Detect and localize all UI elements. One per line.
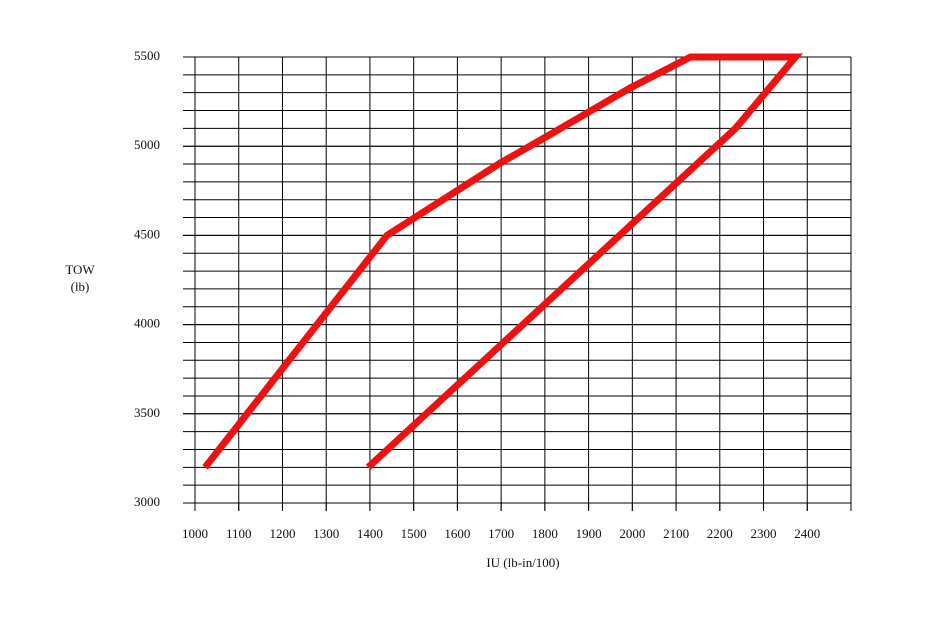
x-tick-label: 2000 <box>619 526 645 541</box>
y-axis-label: TOW <box>65 262 95 277</box>
x-tick-label: 1800 <box>532 526 558 541</box>
x-axis-label: IU (lb-in/100) <box>486 555 559 570</box>
x-tick-label: 1500 <box>401 526 427 541</box>
y-tick-label: 5500 <box>134 48 160 63</box>
x-tick-label: 1000 <box>182 526 208 541</box>
x-tick-label: 1700 <box>488 526 514 541</box>
x-tick-label: 2100 <box>663 526 689 541</box>
x-tick-label: 2200 <box>707 526 733 541</box>
x-tick-label: 1200 <box>269 526 295 541</box>
y-tick-label: 4500 <box>134 226 160 241</box>
y-tick-label: 3000 <box>134 494 160 509</box>
y-tick-label: 3500 <box>134 405 160 420</box>
x-tick-label: 1900 <box>576 526 602 541</box>
x-tick-label: 2300 <box>751 526 777 541</box>
x-tick-label: 1300 <box>313 526 339 541</box>
x-tick-label: 1100 <box>226 526 252 541</box>
y-axis-label: (lb) <box>71 279 90 294</box>
data-line <box>202 53 804 470</box>
y-tick-label: 4000 <box>134 316 160 331</box>
x-tick-label: 1600 <box>444 526 470 541</box>
x-tick-label: 1400 <box>357 526 383 541</box>
y-tick-label: 5000 <box>134 137 160 152</box>
x-tick-label: 2400 <box>794 526 820 541</box>
